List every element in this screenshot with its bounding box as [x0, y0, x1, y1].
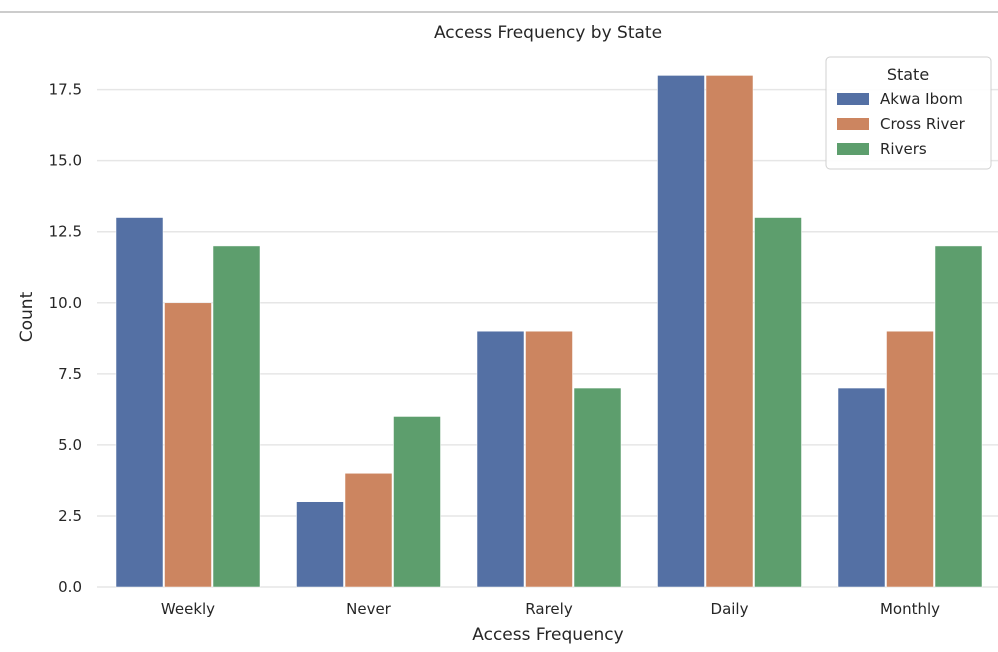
y-tick-label: 0.0 [58, 578, 82, 596]
x-tick-label: Never [346, 600, 392, 618]
legend-items: Akwa Ibom Cross River Rivers [837, 90, 966, 158]
bar-never-akwa-ibom [296, 501, 344, 588]
x-tick-label: Monthly [880, 600, 940, 618]
legend-entry: Cross River [880, 115, 966, 133]
bar-rarely-cross-river [525, 330, 573, 588]
x-tick-label: Daily [711, 600, 749, 618]
bar-never-cross-river [344, 473, 393, 588]
y-tick-label: 10.0 [49, 294, 82, 312]
bar-daily-cross-river [705, 75, 754, 588]
bar-rarely-rivers [573, 387, 622, 588]
bar-weekly-rivers [212, 245, 261, 588]
y-tick-label: 2.5 [58, 507, 82, 525]
bars [115, 75, 983, 588]
bar-weekly-cross-river [164, 302, 212, 588]
bar-weekly-akwa-ibom [115, 217, 164, 588]
y-tick-label: 17.5 [49, 81, 82, 99]
x-tick-label: Rarely [525, 600, 573, 618]
legend-swatch [837, 93, 869, 105]
bar-monthly-rivers [934, 245, 983, 588]
bar-rarely-akwa-ibom [476, 330, 525, 588]
bar-daily-rivers [754, 217, 802, 588]
legend: State Akwa Ibom Cross River Rivers [825, 56, 992, 170]
bar-never-rivers [393, 416, 441, 588]
legend-swatch [837, 143, 869, 155]
chart-title: Access Frequency by State [434, 23, 662, 43]
bar-monthly-cross-river [886, 330, 934, 588]
y-tick-label: 7.5 [58, 365, 82, 383]
y-tick-label: 12.5 [49, 223, 82, 241]
x-tick-label: Weekly [161, 600, 215, 618]
y-tick-label: 5.0 [58, 436, 82, 454]
legend-entry: Rivers [880, 140, 927, 158]
legend-entry: Akwa Ibom [880, 90, 963, 108]
x-axis-label: Access Frequency [472, 625, 623, 645]
bar-monthly-akwa-ibom [837, 387, 886, 588]
legend-title: State [887, 65, 929, 84]
x-axis-ticks: Weekly Never Rarely Daily Monthly [161, 600, 940, 618]
bar-daily-akwa-ibom [657, 75, 705, 588]
legend-swatch [837, 118, 869, 130]
y-tick-label: 15.0 [49, 152, 82, 170]
legend-box [825, 56, 992, 170]
y-axis-label: Count [17, 291, 37, 342]
y-axis-ticks: 0.0 2.5 5.0 7.5 10.0 12.5 15.0 17.5 [49, 81, 82, 596]
